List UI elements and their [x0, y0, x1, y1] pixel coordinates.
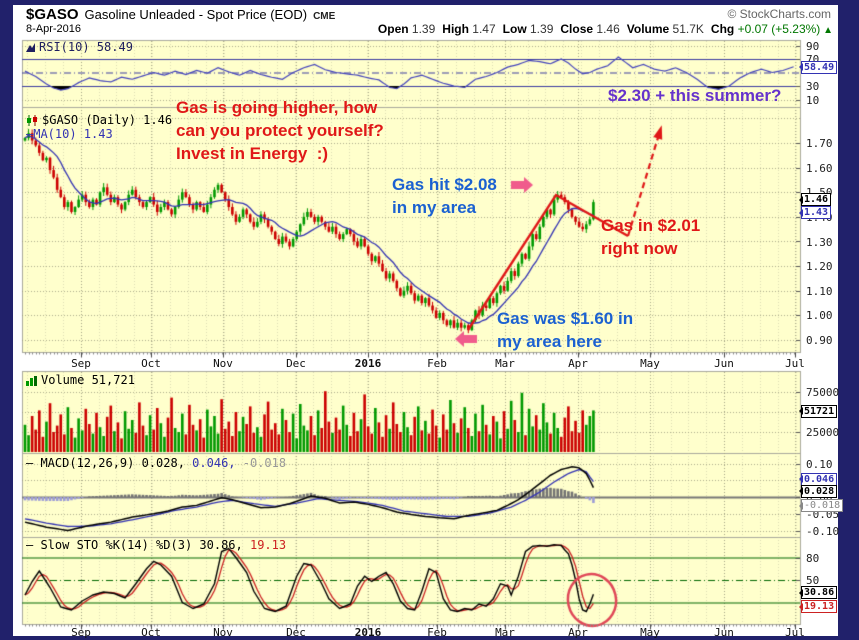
- x-axis-month-label: Feb: [427, 625, 447, 639]
- x-axis-month-label: Dec: [286, 625, 306, 639]
- sto-label-part: 19.13: [242, 538, 287, 552]
- candlestick-icon: [27, 115, 37, 126]
- note-hit-208: Gas hit $2.08 in my area: [392, 175, 497, 217]
- x-axis-month-label: Jul: [785, 625, 805, 639]
- x-axis-month-label: Sep: [71, 625, 91, 639]
- x-axis-month-label: Dec: [286, 357, 306, 370]
- x-axis-month-label: Jun: [714, 357, 734, 370]
- macd-value-box: 0.028: [798, 484, 838, 498]
- price-axis-tick: 0.90: [806, 334, 833, 347]
- note-going-higher: Gas is going higher, how can you protect…: [176, 98, 384, 163]
- price-axis-tick: 1.60: [806, 161, 833, 175]
- rsi-axis-tick: 10: [806, 93, 820, 107]
- ma-label-row: —MA(10) 1.43: [26, 128, 113, 141]
- quote-label: Chg: [710, 22, 735, 36]
- chart-date: 8-Apr-2016: [26, 23, 82, 35]
- quote-value: 1.39: [526, 22, 554, 36]
- symbol-description: Gasoline Unleaded - Spot Price (EOD): [84, 7, 308, 22]
- volume-axis-tick: 75000: [806, 386, 840, 399]
- price-value-box: 1.43: [798, 206, 832, 220]
- ma-line-icon: —: [26, 127, 34, 141]
- quote-label: Open: [377, 22, 409, 36]
- x-axis-month-label: Nov: [213, 357, 233, 370]
- price-value-box: 1.46: [798, 193, 832, 207]
- quote-label: Close: [560, 22, 594, 36]
- price-axis-tick: 1.70: [806, 137, 833, 150]
- quote-value: 1.47: [468, 22, 496, 36]
- x-axis-month-label: Jul: [785, 357, 805, 370]
- x-axis-month-label: Nov: [213, 625, 233, 639]
- macd-axis-tick: 0.10: [806, 457, 833, 471]
- x-axis-month-label: May: [640, 625, 660, 639]
- ma-label: MA(10) 1.43: [33, 127, 113, 141]
- rsi-axis-tick: 90: [806, 39, 820, 53]
- note-summer-target: $2.30 + this summer?: [608, 86, 782, 105]
- rsi-label-row: RSI(10) 58.49: [26, 41, 133, 54]
- x-axis-month-label: Mar: [495, 625, 515, 639]
- rsi-value-box: 58.49: [798, 60, 838, 74]
- macd-label-part: -0.018: [235, 456, 287, 470]
- sto-label-row: — Slow STO %K(14) %D(3) 30.86, 19.13: [26, 539, 286, 552]
- exchange: CME: [313, 11, 336, 22]
- x-axis-month-label: 2016: [354, 625, 382, 639]
- x-axis-month-label: Mar: [495, 357, 515, 370]
- price-label: $GASO (Daily) 1.46: [42, 113, 173, 127]
- price-axis-tick: 1.00: [806, 309, 833, 323]
- sto-value-box: 19.13: [798, 600, 838, 614]
- chart-title-row: $GASO Gasoline Unleaded - Spot Price (EOD…: [26, 6, 335, 24]
- price-axis-tick: 1.10: [806, 284, 833, 298]
- x-axis-month-label: Sep: [71, 357, 91, 370]
- rsi-label: RSI(10) 58.49: [39, 40, 133, 54]
- volume-axis-tick: 25000: [806, 426, 840, 439]
- macd-axis-tick: -0.05: [806, 507, 840, 521]
- sto-axis-tick: 80: [806, 551, 820, 565]
- rsi-axis-tick: 30: [806, 80, 820, 93]
- note-was-160: Gas was $1.60 in my area here: [497, 309, 634, 351]
- quote-label: Volume: [626, 22, 670, 36]
- quote-label: Low: [502, 22, 527, 36]
- rsi-axis-tick: 70: [806, 53, 820, 66]
- volume-label-row: Volume 51,721: [26, 374, 135, 387]
- x-axis-month-label: Apr: [568, 625, 588, 639]
- macd-label-row: — MACD(12,26,9) 0.028, 0.046, -0.018: [26, 457, 286, 470]
- x-axis-month-label: Oct: [141, 357, 161, 370]
- quote-value: +0.07 (+5.23%): [734, 22, 821, 36]
- quote-value: 1.39: [408, 22, 436, 36]
- quote-label: High: [442, 22, 469, 36]
- ohlc-quote-line: Open 1.39 High 1.47 Low 1.39 Close 1.46 Volu…: [371, 22, 833, 36]
- sto-value-box: 30.86: [798, 586, 838, 600]
- x-axis-month-label: Apr: [568, 357, 588, 370]
- macd-label-part: — MACD(12,26,9) 0.028,: [26, 456, 185, 470]
- note-201-now: Gas in $2.01 right now: [601, 216, 701, 258]
- price-label-row: $GASO (Daily) 1.46: [26, 114, 172, 127]
- x-axis-month-label: 2016: [354, 357, 382, 370]
- macd-label-part: 0.046,: [184, 456, 236, 470]
- rsi-indicator-icon: [26, 43, 35, 52]
- macd-value-box: 0.046: [798, 472, 838, 486]
- price-axis-tick: 1.20: [806, 260, 833, 274]
- copyright: © StockCharts.com: [727, 7, 831, 21]
- macd-axis-tick: -0.10: [806, 524, 840, 538]
- macd-value-box: -0.018: [798, 499, 844, 513]
- quote-value: 51.7K: [669, 22, 704, 36]
- x-axis-month-label: Oct: [141, 625, 161, 639]
- price-axis-tick: 1.50: [806, 187, 833, 198]
- x-axis-month-label: Jun: [714, 625, 734, 639]
- x-axis-month-label: Feb: [427, 357, 447, 370]
- change-up-arrow-icon: ▲: [820, 25, 833, 36]
- volume-label: Volume 51,721: [41, 373, 135, 387]
- volume-bars-icon: [26, 375, 37, 386]
- x-axis-month-label: May: [640, 357, 660, 370]
- symbol: $GASO: [26, 6, 79, 23]
- quote-value: 1.46: [593, 22, 620, 36]
- volume-value-box: 51721: [798, 404, 838, 418]
- price-axis-tick: 1.30: [806, 235, 833, 249]
- sto-label-part: — Slow STO %K(14) %D(3) 30.86,: [26, 538, 243, 552]
- sto-axis-tick: 50: [806, 574, 820, 587]
